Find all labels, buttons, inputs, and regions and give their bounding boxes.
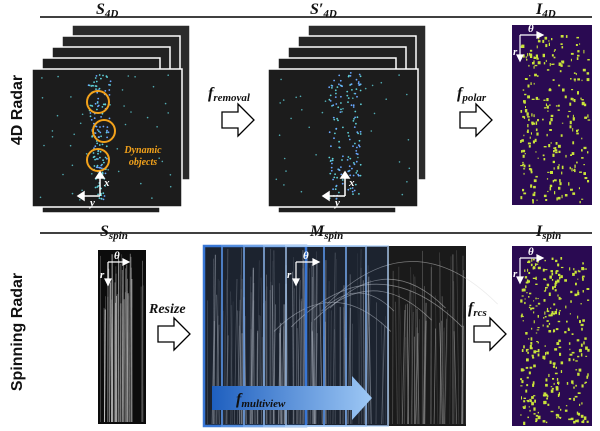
point-cloud-s4d-prime [275, 72, 411, 200]
arrow-removal [221, 102, 255, 138]
axes-s4d-prime [321, 170, 351, 202]
label-mspin: Mspin [309, 223, 343, 242]
axis-theta-label-mspin: θ [303, 250, 309, 262]
spin-streaks-sspin [100, 253, 144, 423]
axes-ispin [516, 254, 545, 285]
axes-mspin [292, 258, 321, 287]
axis-y-label-s4d: y [88, 197, 95, 209]
stack-s4d [31, 24, 191, 214]
stack-s4d-prime [267, 24, 427, 214]
dynamic-objects-label-line1: Dynamic [123, 145, 162, 156]
label-sspin: Sspin [100, 223, 128, 242]
axis-r-label-i4d: r [513, 46, 518, 58]
dynamic-object-circle-3 [86, 148, 110, 172]
dynamic-object-circle-1 [86, 90, 110, 114]
label-s4d: S4D [96, 1, 118, 20]
arrow-rcs [473, 316, 507, 352]
polar-points-ispin [520, 257, 590, 425]
polar-image-ispin [512, 246, 592, 426]
label-i4d: I4D [535, 1, 556, 20]
operator-f-removal: fremoval [208, 85, 251, 104]
label-ispin: Ispin [535, 223, 561, 242]
operator-f-rcs: frcs [468, 300, 487, 319]
arrow-polar [459, 102, 493, 138]
operator-f-multiview: fmultiview [236, 391, 286, 410]
arrow-resize [157, 316, 191, 352]
label-s4d-prime: S′4D [310, 1, 337, 20]
axis-x-label-s4d: x [103, 177, 110, 189]
axis-r-label-mspin: r [287, 269, 292, 281]
axes-sspin [104, 258, 131, 287]
axis-x-label-s4d-prime: x [348, 177, 355, 189]
axis-theta-label-sspin: θ [114, 250, 120, 262]
multiview-arrow [212, 376, 372, 420]
row-title-spinning-radar: Spinning Radar [9, 273, 26, 391]
axes-s4d [76, 170, 106, 202]
dynamic-object-circle-2 [92, 119, 116, 143]
axis-y-label-s4d-prime: y [333, 197, 340, 209]
axis-r-label-ispin: r [513, 268, 518, 280]
row-title-4d-radar: 4D Radar [9, 75, 26, 145]
polar-points-i4d [520, 35, 591, 204]
axis-theta-label-i4d: θ [528, 23, 534, 35]
operator-resize: Resize [148, 302, 186, 317]
dynamic-objects-label-line2: objects [129, 157, 157, 168]
axes-i4d [516, 31, 545, 63]
operator-f-polar: fpolar [457, 85, 487, 104]
axis-r-label-sspin: r [100, 269, 105, 281]
axis-theta-label-ispin: θ [528, 246, 534, 258]
